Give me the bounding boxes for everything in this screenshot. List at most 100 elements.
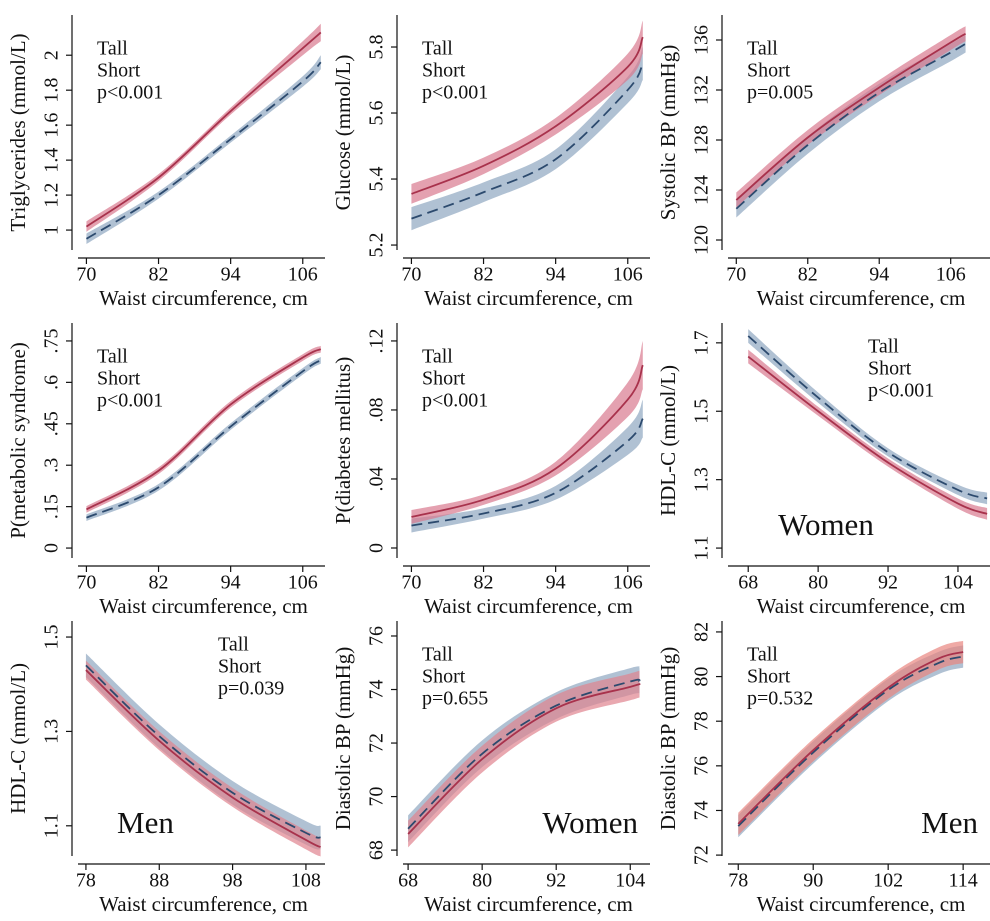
x-tick-label: 106 bbox=[613, 264, 643, 286]
legend-entry: Short bbox=[422, 666, 466, 688]
x-tick-label: 68 bbox=[738, 572, 758, 594]
confidence-band bbox=[748, 349, 988, 520]
y-axis-label: Diastolic BP (mmHg) bbox=[331, 647, 355, 831]
x-axis-label: Waist circumference, cm bbox=[424, 286, 633, 310]
confidence-band bbox=[85, 660, 321, 857]
y-tick-label: 1.1 bbox=[691, 536, 713, 561]
legend-entry: Short bbox=[747, 666, 791, 688]
confidence-band bbox=[86, 356, 321, 521]
y-axis-label: P(metabolic syndrome) bbox=[6, 342, 30, 539]
y-tick-label: 2 bbox=[41, 50, 63, 60]
x-tick-label: 94 bbox=[546, 264, 566, 286]
x-tick-label: 70 bbox=[401, 572, 421, 594]
y-tick-label: 1.4 bbox=[41, 148, 63, 173]
y-tick-label: 78 bbox=[691, 711, 713, 731]
series-line bbox=[411, 36, 644, 195]
x-tick-label: 114 bbox=[949, 870, 978, 892]
p-value: p<0.001 bbox=[422, 82, 488, 104]
y-axis-label: P(diabetes mellitus) bbox=[331, 357, 355, 524]
y-tick-label: 0 bbox=[41, 543, 63, 553]
series-line bbox=[407, 678, 641, 830]
y-axis-label: HDL-C (mmol/L) bbox=[656, 365, 680, 516]
confidence-band bbox=[738, 640, 964, 836]
y-tick-label: 1 bbox=[41, 225, 63, 235]
y-tick-label: 128 bbox=[691, 125, 713, 155]
y-tick-label: .3 bbox=[41, 458, 63, 473]
legend-entry: Short bbox=[218, 656, 262, 678]
y-tick-label: 5.2 bbox=[366, 233, 388, 258]
x-tick-label: 70 bbox=[726, 264, 746, 286]
y-tick-label: 76 bbox=[691, 756, 713, 776]
y-tick-label: 5.8 bbox=[366, 35, 388, 60]
y-tick-label: 1.1 bbox=[41, 813, 63, 838]
y-tick-label: 1.3 bbox=[41, 719, 63, 744]
confidence-band bbox=[736, 26, 966, 208]
y-tick-label: 0 bbox=[366, 543, 388, 553]
x-tick-label: 104 bbox=[615, 870, 645, 892]
x-tick-label: 94 bbox=[546, 572, 566, 594]
series-line bbox=[85, 348, 322, 511]
series-line bbox=[737, 651, 964, 825]
legend-entry: Short bbox=[868, 358, 912, 380]
annotation: Women bbox=[542, 805, 638, 840]
p-value: p<0.001 bbox=[97, 82, 163, 104]
series-line bbox=[737, 655, 964, 827]
x-axis-label: Waist circumference, cm bbox=[99, 892, 308, 916]
y-tick-label: 82 bbox=[691, 622, 713, 642]
legend-entry: Short bbox=[97, 60, 141, 82]
x-axis-label: Waist circumference, cm bbox=[424, 892, 633, 916]
y-tick-label: 80 bbox=[691, 667, 713, 687]
x-tick-label: 94 bbox=[221, 264, 241, 286]
p-value: p<0.001 bbox=[97, 390, 163, 412]
p-value: p=0.005 bbox=[747, 82, 813, 104]
y-tick-label: 1.3 bbox=[691, 467, 713, 492]
y-tick-label: .04 bbox=[366, 466, 388, 491]
legend-entry: Tall bbox=[97, 38, 128, 60]
x-tick-label: 92 bbox=[878, 572, 898, 594]
y-axis-label: Systolic BP (mmHg) bbox=[656, 45, 680, 220]
y-tick-label: 76 bbox=[366, 626, 388, 646]
series-line bbox=[411, 63, 644, 220]
y-tick-label: .12 bbox=[366, 328, 388, 353]
y-tick-label: 74 bbox=[366, 680, 388, 700]
y-tick-label: 1.8 bbox=[41, 78, 63, 103]
y-tick-label: .15 bbox=[41, 494, 63, 519]
legend-entry: Tall bbox=[97, 346, 128, 368]
legend-entry: Tall bbox=[218, 634, 249, 656]
legend-entry: Tall bbox=[868, 336, 899, 358]
x-axis-label: Waist circumference, cm bbox=[757, 286, 966, 310]
x-axis-label: Waist circumference, cm bbox=[757, 892, 966, 916]
y-tick-label: .6 bbox=[41, 375, 63, 390]
y-tick-label: 5.4 bbox=[366, 167, 388, 192]
legend-entry: Tall bbox=[422, 644, 453, 666]
y-axis-label: Glucose (mmol/L) bbox=[331, 55, 355, 211]
series-line bbox=[85, 31, 322, 228]
legend-entry: Short bbox=[747, 60, 791, 82]
y-tick-label: 1.5 bbox=[41, 625, 63, 650]
x-tick-label: 102 bbox=[873, 870, 903, 892]
series-line bbox=[735, 32, 967, 201]
x-tick-label: 88 bbox=[149, 870, 169, 892]
y-tick-label: 74 bbox=[691, 800, 713, 820]
y-tick-label: 1.2 bbox=[41, 183, 63, 208]
y-tick-label: .45 bbox=[41, 411, 63, 436]
annotation: Men bbox=[921, 805, 978, 840]
legend-entry: Short bbox=[422, 60, 466, 82]
y-tick-label: 72 bbox=[691, 845, 713, 865]
x-tick-label: 82 bbox=[474, 264, 494, 286]
y-tick-label: .08 bbox=[366, 397, 388, 422]
y-tick-label: 68 bbox=[366, 840, 388, 860]
x-tick-label: 90 bbox=[803, 870, 823, 892]
x-tick-label: 106 bbox=[936, 264, 966, 286]
x-tick-label: 94 bbox=[221, 572, 241, 594]
p-value: p<0.001 bbox=[422, 390, 488, 412]
series-line bbox=[85, 669, 321, 848]
x-tick-label: 92 bbox=[546, 870, 566, 892]
